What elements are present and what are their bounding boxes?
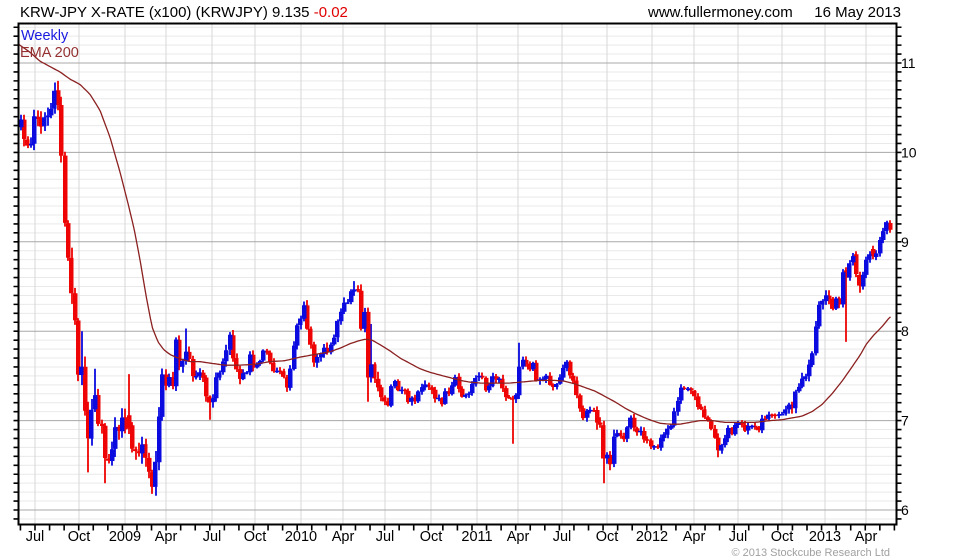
svg-text:6: 6	[901, 502, 909, 518]
svg-text:Oct: Oct	[420, 529, 443, 545]
svg-text:2010: 2010	[285, 529, 317, 545]
svg-text:Jul: Jul	[729, 529, 748, 545]
svg-text:Oct: Oct	[68, 529, 91, 545]
svg-text:Oct: Oct	[596, 529, 619, 545]
svg-text:Apr: Apr	[855, 529, 878, 545]
svg-text:Weekly: Weekly	[21, 28, 69, 44]
svg-text:Jul: Jul	[203, 529, 222, 545]
svg-text:EMA 200: EMA 200	[20, 45, 79, 61]
svg-text:Jul: Jul	[376, 529, 395, 545]
svg-text:© 2013 Stockcube Research Ltd: © 2013 Stockcube Research Ltd	[731, 547, 890, 559]
svg-text:Apr: Apr	[155, 529, 178, 545]
svg-text:Apr: Apr	[507, 529, 530, 545]
svg-text:Jul: Jul	[553, 529, 572, 545]
svg-text:2011: 2011	[461, 529, 492, 545]
svg-text:9: 9	[901, 234, 909, 250]
svg-text:8: 8	[901, 323, 909, 339]
svg-text:7: 7	[901, 413, 909, 429]
svg-text:10: 10	[901, 144, 917, 160]
svg-text:Jul: Jul	[26, 529, 45, 545]
svg-text:www.fullermoney.com: www.fullermoney.com	[647, 4, 793, 21]
svg-text:11: 11	[901, 55, 916, 71]
svg-text:Oct: Oct	[771, 529, 794, 545]
svg-text:2013: 2013	[809, 529, 841, 545]
svg-text:Apr: Apr	[332, 529, 355, 545]
svg-text:Apr: Apr	[683, 529, 706, 545]
svg-text:16 May 2013: 16 May 2013	[814, 4, 901, 21]
svg-text:KRW-JPY X-RATE (x100) (KRWJPY): KRW-JPY X-RATE (x100) (KRWJPY) 9.135 -0.…	[20, 4, 348, 21]
svg-text:2012: 2012	[636, 529, 668, 545]
svg-text:Oct: Oct	[244, 529, 267, 545]
svg-text:2009: 2009	[109, 529, 141, 545]
